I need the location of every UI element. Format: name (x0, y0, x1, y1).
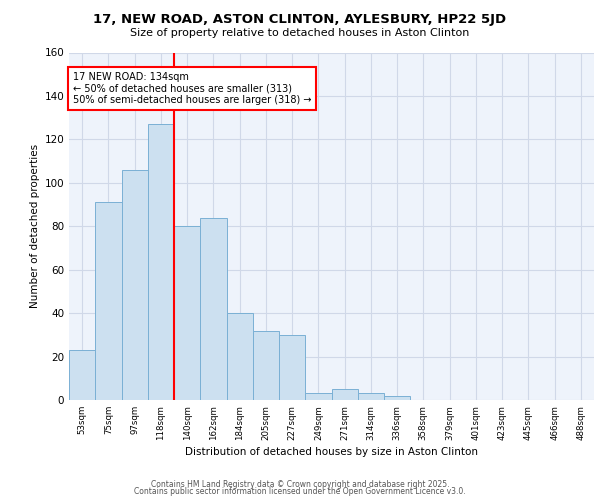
Bar (331, 389, 358, 400)
Bar (95, 202, 121, 400)
Text: 17 NEW ROAD: 134sqm
← 50% of detached houses are smaller (313)
50% of semi-detac: 17 NEW ROAD: 134sqm ← 50% of detached ho… (73, 72, 311, 105)
Bar (69, 350, 95, 400)
Text: 17, NEW ROAD, ASTON CLINTON, AYLESBURY, HP22 5JD: 17, NEW ROAD, ASTON CLINTON, AYLESBURY, … (94, 12, 506, 26)
Bar (253, 330, 279, 400)
Text: Contains public sector information licensed under the Open Government Licence v3: Contains public sector information licen… (134, 487, 466, 496)
Text: Size of property relative to detached houses in Aston Clinton: Size of property relative to detached ho… (130, 28, 470, 38)
Bar (305, 394, 331, 400)
Bar (200, 218, 227, 400)
Bar (148, 124, 174, 400)
Bar (279, 335, 305, 400)
Bar (121, 170, 148, 400)
Bar (358, 394, 384, 400)
X-axis label: Distribution of detached houses by size in Aston Clinton: Distribution of detached houses by size … (185, 446, 478, 456)
Bar (384, 396, 410, 400)
Text: Contains HM Land Registry data © Crown copyright and database right 2025.: Contains HM Land Registry data © Crown c… (151, 480, 449, 489)
Bar (227, 313, 253, 400)
Y-axis label: Number of detached properties: Number of detached properties (30, 144, 40, 308)
Bar (174, 226, 200, 400)
